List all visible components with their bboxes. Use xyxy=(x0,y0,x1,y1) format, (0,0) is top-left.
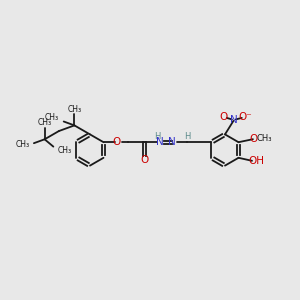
Text: N: N xyxy=(168,137,176,147)
Text: N: N xyxy=(230,115,238,125)
Text: O⁻: O⁻ xyxy=(238,112,252,122)
Text: H: H xyxy=(184,132,190,141)
Text: O: O xyxy=(140,155,148,165)
Text: CH₃: CH₃ xyxy=(15,140,29,149)
Text: O: O xyxy=(220,112,228,122)
Text: CH₃: CH₃ xyxy=(44,113,58,122)
Text: O: O xyxy=(112,137,121,147)
Text: CH₃: CH₃ xyxy=(256,134,272,143)
Text: N: N xyxy=(156,137,164,147)
Text: CH₃: CH₃ xyxy=(38,118,52,127)
Text: OH: OH xyxy=(249,156,265,167)
Text: CH₃: CH₃ xyxy=(58,146,72,155)
Text: O: O xyxy=(250,134,258,144)
Text: H: H xyxy=(154,132,161,141)
Text: CH₃: CH₃ xyxy=(67,105,82,114)
